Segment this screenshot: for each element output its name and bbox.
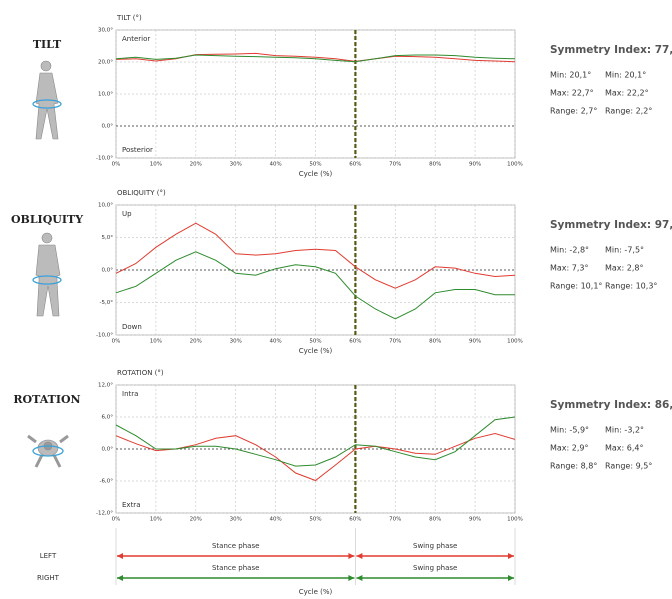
x-tick-label: 50% <box>309 162 321 168</box>
y-tick-label: 30,0° <box>98 28 113 34</box>
stat: Max: 2,8° <box>605 264 644 273</box>
y-tick-label: 6,0° <box>102 415 114 421</box>
x-tick-label: 20% <box>190 517 202 523</box>
x-axis-label: Cycle (%) <box>299 347 333 355</box>
x-tick-label: 70% <box>389 339 401 345</box>
x-tick-label: 70% <box>389 162 401 168</box>
annotation: Down <box>122 323 142 331</box>
phase-label: Stance phase <box>212 542 259 550</box>
x-tick-label: 90% <box>469 339 481 345</box>
stat: Range: 9,5° <box>605 462 652 471</box>
stat: Max: 2,9° <box>550 444 589 453</box>
phase-label: Swing phase <box>413 564 457 572</box>
x-axis-label: Cycle (%) <box>299 588 333 596</box>
annotation: Up <box>122 210 132 218</box>
x-tick-label: 10% <box>150 162 162 168</box>
phase-label: Swing phase <box>413 542 457 550</box>
stat: Min: -7,5° <box>605 246 644 255</box>
chart-label: TILT <box>33 38 62 51</box>
chart-label: ROTATION <box>13 393 80 406</box>
stat: Range: 2,2° <box>605 107 652 116</box>
symmetry-index: Symmetry Index: 97,3 <box>550 219 672 231</box>
x-tick-label: 50% <box>309 517 321 523</box>
chart-title: ROTATION (°) <box>117 369 164 377</box>
chart-label: OBLIQUITY <box>11 213 83 226</box>
series-line <box>115 432 516 482</box>
annotation: Posterior <box>122 146 153 154</box>
y-tick-label: 12,0° <box>98 383 113 389</box>
stat: Max: 22,7° <box>550 89 594 98</box>
y-tick-label: -10,0° <box>96 156 113 162</box>
stat: Range: 2,7° <box>550 107 597 116</box>
x-tick-label: 20% <box>190 162 202 168</box>
x-tick-label: 20% <box>190 339 202 345</box>
x-tick-label: 70% <box>389 517 401 523</box>
y-tick-label: -5,0° <box>100 300 114 306</box>
x-tick-label: 50% <box>309 339 321 345</box>
x-tick-label: 80% <box>429 162 441 168</box>
series-line <box>115 222 516 289</box>
phase-label: Stance phase <box>212 564 259 572</box>
x-tick-label: 40% <box>269 517 281 523</box>
stat: Max: 6,4° <box>605 444 644 453</box>
x-tick-label: 100% <box>507 162 523 168</box>
tilt-icon <box>32 60 62 140</box>
x-tick-label: 40% <box>269 162 281 168</box>
y-tick-label: 0,0° <box>102 268 114 274</box>
y-tick-label: 0,0° <box>102 124 114 130</box>
x-tick-label: 10% <box>150 517 162 523</box>
y-tick-label: 10,0° <box>98 203 113 209</box>
annotation: Intra <box>122 390 138 398</box>
x-tick-label: 80% <box>429 517 441 523</box>
x-tick-label: 100% <box>507 517 523 523</box>
x-tick-label: 60% <box>349 339 361 345</box>
x-tick-label: 0% <box>112 162 121 168</box>
stat: Min: -5,9° <box>550 426 589 435</box>
x-tick-label: 10% <box>150 339 162 345</box>
x-tick-label: 40% <box>269 339 281 345</box>
y-tick-label: -12,0° <box>96 511 113 517</box>
stat: Range: 10,3° <box>605 282 657 291</box>
obliquity-icon <box>32 232 62 317</box>
y-tick-label: -10,0° <box>96 333 113 339</box>
x-tick-label: 30% <box>230 517 242 523</box>
symmetry-index: Symmetry Index: 77,2 <box>550 44 672 56</box>
y-tick-label: 5,0° <box>102 235 114 241</box>
stat: Min: 20,1° <box>605 71 646 80</box>
symmetry-index: Symmetry Index: 86,7 <box>550 399 672 411</box>
y-tick-label: -6,0° <box>100 479 114 485</box>
x-tick-label: 90% <box>469 162 481 168</box>
chart-title: TILT (°) <box>116 14 142 22</box>
x-tick-label: 0% <box>112 339 121 345</box>
x-tick-label: 100% <box>507 339 523 345</box>
y-tick-label: 10,0° <box>98 92 113 98</box>
x-tick-label: 30% <box>230 339 242 345</box>
x-tick-label: 60% <box>349 517 361 523</box>
stat: Min: -2,8° <box>550 246 589 255</box>
series-line <box>115 416 516 467</box>
x-tick-label: 60% <box>349 162 361 168</box>
chart-title: OBLIQUITY (°) <box>117 189 166 197</box>
rotation-icon <box>27 434 69 468</box>
series-line <box>115 251 515 320</box>
stat: Min: -3,2° <box>605 426 644 435</box>
stat: Range: 8,8° <box>550 462 597 471</box>
x-tick-label: 0% <box>112 517 121 523</box>
annotation: Anterior <box>122 35 150 43</box>
stat: Max: 22,2° <box>605 89 649 98</box>
x-axis-label: Cycle (%) <box>299 170 333 178</box>
stat: Max: 7,3° <box>550 264 589 273</box>
stat: Range: 10,1° <box>550 282 602 291</box>
x-tick-label: 90% <box>469 517 481 523</box>
row-label: LEFT <box>40 552 57 560</box>
row-label: RIGHT <box>37 574 60 582</box>
series-line <box>115 54 516 63</box>
y-tick-label: 0,0° <box>102 447 114 453</box>
annotation: Extra <box>122 501 140 509</box>
x-tick-label: 80% <box>429 339 441 345</box>
stat: Min: 20,1° <box>550 71 591 80</box>
x-tick-label: 30% <box>230 162 242 168</box>
y-tick-label: 20,0° <box>98 60 113 66</box>
